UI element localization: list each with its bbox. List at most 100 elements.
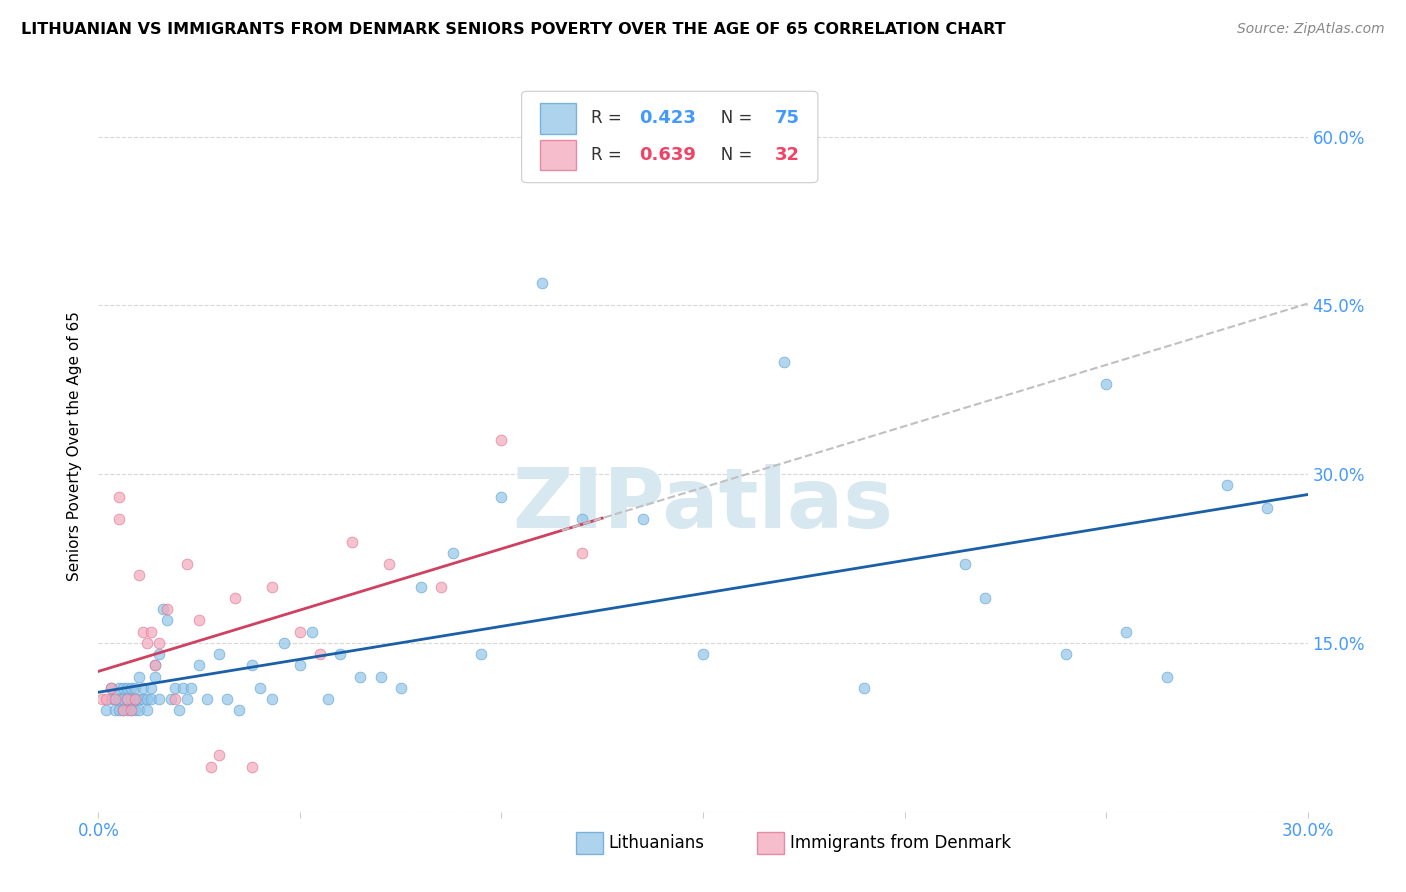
- Point: [107, 692, 129, 706]
- Point: [139, 692, 162, 706]
- Text: 32: 32: [775, 146, 800, 164]
- Point: [224, 591, 246, 605]
- Point: [107, 681, 129, 695]
- Point: [571, 512, 593, 526]
- Point: [132, 692, 155, 706]
- Point: [135, 636, 157, 650]
- Text: 75: 75: [775, 110, 800, 128]
- Point: [180, 681, 202, 695]
- Point: [316, 692, 339, 706]
- Text: R =: R =: [591, 110, 627, 128]
- Point: [124, 692, 146, 706]
- Point: [160, 692, 183, 706]
- Point: [135, 692, 157, 706]
- Y-axis label: Seniors Poverty Over the Age of 65: Seniors Poverty Over the Age of 65: [67, 311, 83, 581]
- Point: [974, 591, 997, 605]
- Point: [100, 681, 122, 695]
- Point: [301, 624, 323, 639]
- Text: Immigrants from Denmark: Immigrants from Denmark: [790, 834, 1011, 852]
- Point: [491, 434, 513, 448]
- Point: [208, 647, 231, 661]
- Text: ZIPatlas: ZIPatlas: [513, 464, 893, 545]
- Point: [124, 703, 146, 717]
- Point: [143, 658, 166, 673]
- Point: [172, 681, 194, 695]
- Point: [692, 647, 714, 661]
- Point: [115, 703, 138, 717]
- Point: [1156, 670, 1178, 684]
- Point: [96, 692, 118, 706]
- FancyBboxPatch shape: [522, 91, 818, 183]
- Point: [128, 568, 150, 582]
- Point: [128, 692, 150, 706]
- Point: [260, 692, 283, 706]
- Point: [132, 624, 155, 639]
- FancyBboxPatch shape: [540, 139, 576, 170]
- Point: [1216, 478, 1239, 492]
- Point: [1095, 377, 1118, 392]
- Point: [103, 692, 125, 706]
- Point: [152, 602, 174, 616]
- Point: [148, 636, 170, 650]
- Point: [260, 580, 283, 594]
- Point: [176, 692, 198, 706]
- FancyBboxPatch shape: [576, 832, 603, 855]
- Point: [111, 692, 134, 706]
- Point: [349, 670, 371, 684]
- Text: R =: R =: [591, 146, 627, 164]
- Point: [103, 703, 125, 717]
- Point: [107, 703, 129, 717]
- Point: [139, 624, 162, 639]
- Point: [1256, 500, 1278, 515]
- Point: [195, 692, 218, 706]
- Point: [143, 670, 166, 684]
- Point: [107, 512, 129, 526]
- Point: [111, 681, 134, 695]
- Text: Lithuanians: Lithuanians: [609, 834, 704, 852]
- Point: [571, 546, 593, 560]
- Point: [441, 546, 464, 560]
- Point: [128, 670, 150, 684]
- Point: [240, 658, 263, 673]
- Point: [107, 490, 129, 504]
- Point: [156, 602, 179, 616]
- Point: [100, 681, 122, 695]
- Point: [530, 276, 553, 290]
- Point: [377, 557, 399, 571]
- Point: [217, 692, 239, 706]
- Text: LITHUANIAN VS IMMIGRANTS FROM DENMARK SENIORS POVERTY OVER THE AGE OF 65 CORRELA: LITHUANIAN VS IMMIGRANTS FROM DENMARK SE…: [21, 22, 1005, 37]
- Point: [156, 614, 179, 628]
- Point: [329, 647, 352, 661]
- Point: [273, 636, 295, 650]
- Point: [208, 748, 231, 763]
- FancyBboxPatch shape: [758, 832, 785, 855]
- Point: [167, 703, 190, 717]
- Point: [115, 692, 138, 706]
- Point: [143, 658, 166, 673]
- Point: [120, 681, 142, 695]
- Point: [120, 703, 142, 717]
- Point: [100, 692, 122, 706]
- Point: [200, 760, 222, 774]
- Point: [1115, 624, 1137, 639]
- Point: [128, 703, 150, 717]
- Point: [148, 692, 170, 706]
- Point: [124, 692, 146, 706]
- Point: [115, 692, 138, 706]
- Point: [249, 681, 271, 695]
- Point: [631, 512, 654, 526]
- Point: [228, 703, 250, 717]
- Point: [148, 647, 170, 661]
- Point: [409, 580, 432, 594]
- Point: [132, 681, 155, 695]
- Point: [1054, 647, 1077, 661]
- Text: N =: N =: [706, 110, 758, 128]
- Point: [772, 354, 794, 368]
- Point: [111, 703, 134, 717]
- Point: [309, 647, 332, 661]
- Point: [91, 692, 114, 706]
- Point: [491, 490, 513, 504]
- Text: 0.639: 0.639: [638, 146, 696, 164]
- Point: [240, 760, 263, 774]
- Point: [120, 692, 142, 706]
